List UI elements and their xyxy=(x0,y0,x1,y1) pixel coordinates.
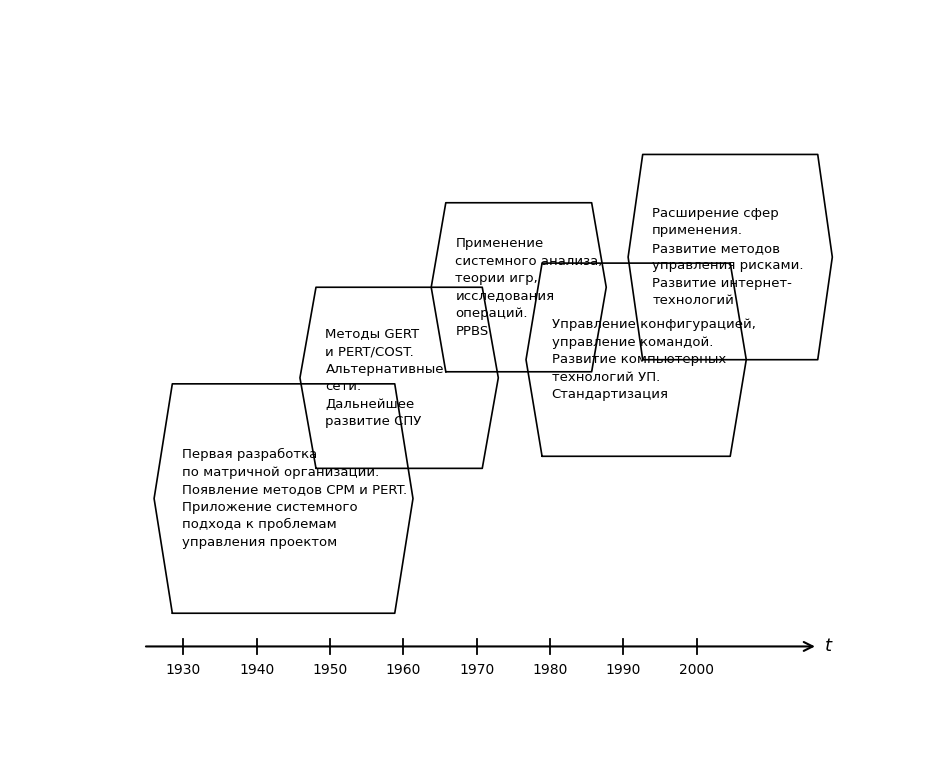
Text: Расширение сфер
применения.
Развитие методов
управления рисками.
Развитие интерн: Расширение сфер применения. Развитие мет… xyxy=(652,207,804,307)
Polygon shape xyxy=(300,287,499,468)
Text: 1950: 1950 xyxy=(312,663,348,677)
Text: 2000: 2000 xyxy=(679,663,714,677)
Text: Первая разработка
по матричной организации.
Появление методов CPM и PERT.
Прилож: Первая разработка по матричной организац… xyxy=(182,448,407,549)
Polygon shape xyxy=(526,263,746,456)
Text: 1940: 1940 xyxy=(239,663,275,677)
Text: Управление конфигурацией,
управление командой.
Развитие компьютерных
технологий : Управление конфигурацией, управление ком… xyxy=(551,318,756,401)
Text: 1930: 1930 xyxy=(166,663,201,677)
Text: Применение
системного анализа,
теории игр,
исследования
операций.
PPBS: Применение системного анализа, теории иг… xyxy=(455,237,602,337)
Polygon shape xyxy=(154,384,413,613)
Text: t: t xyxy=(825,637,832,655)
Polygon shape xyxy=(431,203,606,372)
Text: 1980: 1980 xyxy=(533,663,567,677)
Text: 1960: 1960 xyxy=(386,663,422,677)
Polygon shape xyxy=(628,154,832,360)
Text: Методы GERT
и PERT/COST.
Альтернативные
сети.
Дальнейшее
развитие СПУ: Методы GERT и PERT/COST. Альтернативные … xyxy=(326,328,444,428)
Text: 1990: 1990 xyxy=(606,663,641,677)
Text: 1970: 1970 xyxy=(459,663,494,677)
